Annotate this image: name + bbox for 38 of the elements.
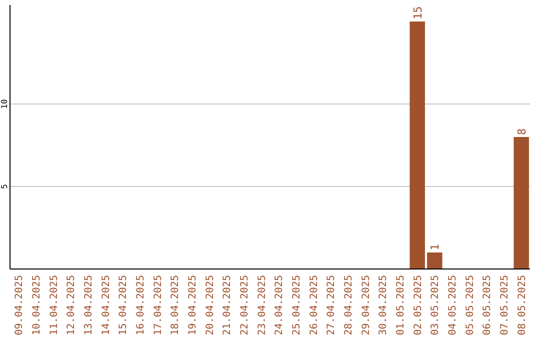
bar — [514, 137, 529, 269]
x-tick-label: 15.04.2025 — [118, 275, 130, 336]
x-tick-label: 20.04.2025 — [204, 275, 216, 336]
x-tick-label: 14.04.2025 — [100, 275, 112, 336]
x-tick-label: 21.04.2025 — [222, 275, 234, 336]
x-tick-label: 13.04.2025 — [84, 275, 94, 336]
x-tick-label: 29.04.2025 — [360, 275, 372, 336]
x-tick-label: 05.05.2025 — [464, 275, 476, 336]
bar — [427, 252, 442, 269]
x-tick-label: 22.04.2025 — [240, 275, 250, 336]
x-tick-label: 23.04.2025 — [256, 275, 268, 336]
x-tick-label: 19.04.2025 — [188, 275, 198, 336]
x-tick-label: 25.04.2025 — [292, 275, 302, 336]
y-tick-label: 10 — [0, 99, 9, 109]
x-tick-label: 24.04.2025 — [274, 275, 286, 336]
x-tick-label: 30.04.2025 — [378, 275, 390, 336]
x-tick-label: 09.04.2025 — [14, 275, 26, 336]
x-tick-label: 11.04.2025 — [48, 275, 60, 336]
x-tick-label: 28.04.2025 — [344, 275, 354, 336]
bar — [410, 22, 425, 269]
x-tick-label: 04.05.2025 — [448, 275, 458, 336]
x-tick-label: 02.05.2025 — [412, 275, 424, 336]
y-tick-label: 5 — [0, 184, 9, 189]
x-tick-label: 06.05.2025 — [482, 275, 494, 336]
x-tick-label: 27.04.2025 — [326, 275, 338, 336]
x-tick-label: 03.05.2025 — [430, 275, 442, 336]
x-tick-label: 01.05.2025 — [396, 275, 406, 336]
x-tick-label: 07.05.2025 — [500, 275, 510, 336]
x-tick-label: 16.04.2025 — [136, 275, 146, 336]
data-label: 8 — [515, 128, 528, 135]
x-tick-label: 18.04.2025 — [170, 275, 182, 336]
x-tick-label: 26.04.2025 — [308, 275, 320, 336]
x-tick-label: 17.04.2025 — [152, 275, 164, 336]
x-tick-label: 10.04.2025 — [32, 275, 42, 336]
data-label: 1 — [428, 244, 442, 250]
data-label: 15 — [411, 6, 424, 20]
x-tick-label: 12.04.2025 — [66, 275, 78, 336]
x-tick-label: 08.05.2025 — [516, 275, 528, 336]
